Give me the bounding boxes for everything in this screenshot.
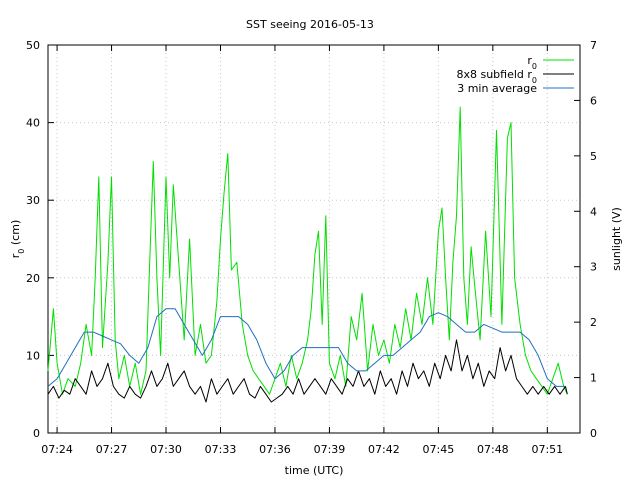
y-tick-label: 40 — [26, 117, 40, 130]
legend-name: r — [527, 54, 532, 67]
y2-tick-label: 6 — [590, 94, 597, 107]
x-tick-label: 07:48 — [477, 443, 509, 456]
grid — [48, 45, 580, 433]
x-axis: 07:24 07:27 07:30 07:33 07:36 07:39 07:42 07:45… — [41, 45, 563, 456]
y-tick-label: 0 — [33, 427, 40, 440]
y2-axis-label: sunlight (V) — [610, 207, 623, 271]
y-axis: 0 10 20 30 40 50 — [26, 39, 54, 440]
x-tick-label: 07:33 — [205, 443, 237, 456]
series-line-subfield-r0 — [47, 339, 568, 403]
legend-entry-subfield-r0-label: 8x8 subfield r0 — [456, 68, 537, 85]
y-axis-label: r0 (cm) — [9, 220, 26, 258]
legend-name-sub: 0 — [532, 62, 537, 71]
legend-entry-3min-average-label: 3 min average — [457, 82, 537, 95]
series-line-3min-average — [47, 308, 566, 387]
x-tick-label: 07:45 — [423, 443, 455, 456]
x-tick-label: 07:51 — [531, 443, 563, 456]
x-tick-label: 07:30 — [150, 443, 182, 456]
y-tick-label: 30 — [26, 194, 40, 207]
x-tick-label: 07:24 — [41, 443, 73, 456]
series-line-r0 — [47, 106, 568, 395]
y-tick-label: 20 — [26, 272, 40, 285]
legend-entry-r0-label: r0 — [527, 54, 537, 71]
y2-tick-label: 7 — [590, 39, 597, 52]
y-axis-label-sub: 0 — [17, 249, 26, 254]
y-axis-label-unit: (cm) — [9, 220, 22, 249]
y2-tick-label: 0 — [590, 427, 597, 440]
x-tick-label: 07:39 — [314, 443, 346, 456]
y2-tick-label: 1 — [590, 372, 597, 385]
y2-tick-label: 5 — [590, 150, 597, 163]
series-lines — [47, 106, 568, 403]
x-axis-label: time (UTC) — [285, 464, 344, 477]
chart-title: SST seeing 2016-05-13 — [246, 18, 374, 31]
y-axis-label-main: r — [9, 253, 22, 258]
y-tick-label: 50 — [26, 39, 40, 52]
y2-tick-label: 2 — [590, 316, 597, 329]
x-tick-label: 07:27 — [96, 443, 128, 456]
plot-frame — [47, 44, 581, 434]
legend-name: 8x8 subfield r — [456, 68, 532, 81]
x-tick-label: 07:36 — [259, 443, 291, 456]
x-tick-label: 07:42 — [368, 443, 400, 456]
legend-name: 3 min average — [457, 82, 537, 95]
legend-name-sub: 0 — [532, 76, 537, 85]
y2-axis: 0 1 2 3 4 5 6 7 — [574, 39, 597, 440]
y2-tick-label: 4 — [590, 205, 597, 218]
y2-tick-label: 3 — [590, 261, 597, 274]
y-tick-label: 10 — [26, 349, 40, 362]
